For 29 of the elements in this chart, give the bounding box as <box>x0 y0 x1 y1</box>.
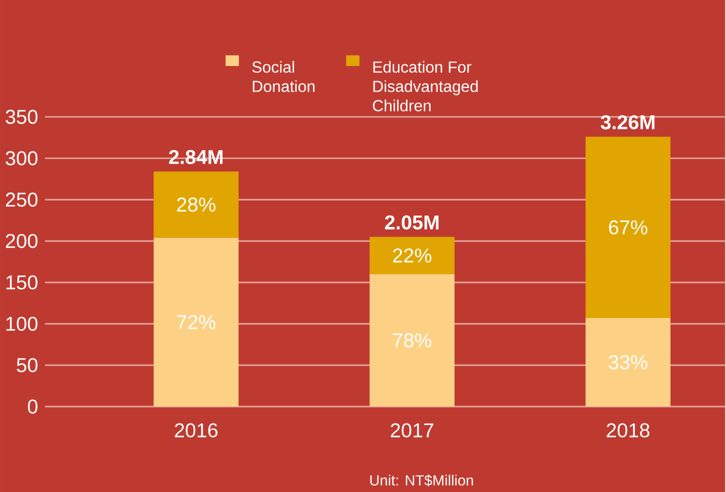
annotation: 3.26M <box>600 114 654 130</box>
legend-label: Social Donation <box>252 60 314 92</box>
annotation: 33% <box>608 354 648 370</box>
bar <box>154 171 239 238</box>
y-tick-label: 200 <box>6 234 38 248</box>
bar <box>370 274 455 406</box>
annotation: 28% <box>177 197 216 212</box>
annotation: 67% <box>609 220 648 234</box>
y-tick-label: 0 <box>28 399 38 414</box>
annotation: 2.84M <box>169 150 223 164</box>
x-tick-label: 2018 <box>606 423 650 438</box>
y-tick-label: 150 <box>6 275 38 290</box>
bar <box>586 318 670 406</box>
bar <box>586 136 670 318</box>
y-tick-label: 250 <box>6 192 38 206</box>
x-tick-label: 2016 <box>174 423 218 438</box>
text: Unit: NT$Million <box>370 474 473 486</box>
bar <box>370 236 455 274</box>
annotation: 72% <box>177 314 216 329</box>
bar <box>154 237 239 406</box>
legend-label: Education For Disadvantaged Children <box>372 60 478 112</box>
annotation: 78% <box>393 333 432 348</box>
annotation: 2.05M <box>385 215 438 230</box>
y-tick-label: 350 <box>6 110 38 124</box>
annotation: 22% <box>393 248 432 262</box>
y-tick-label: 50 <box>16 358 38 372</box>
y-tick-label: 100 <box>6 316 38 331</box>
x-tick-label: 2017 <box>390 423 434 438</box>
y-tick-label: 300 <box>6 150 38 166</box>
